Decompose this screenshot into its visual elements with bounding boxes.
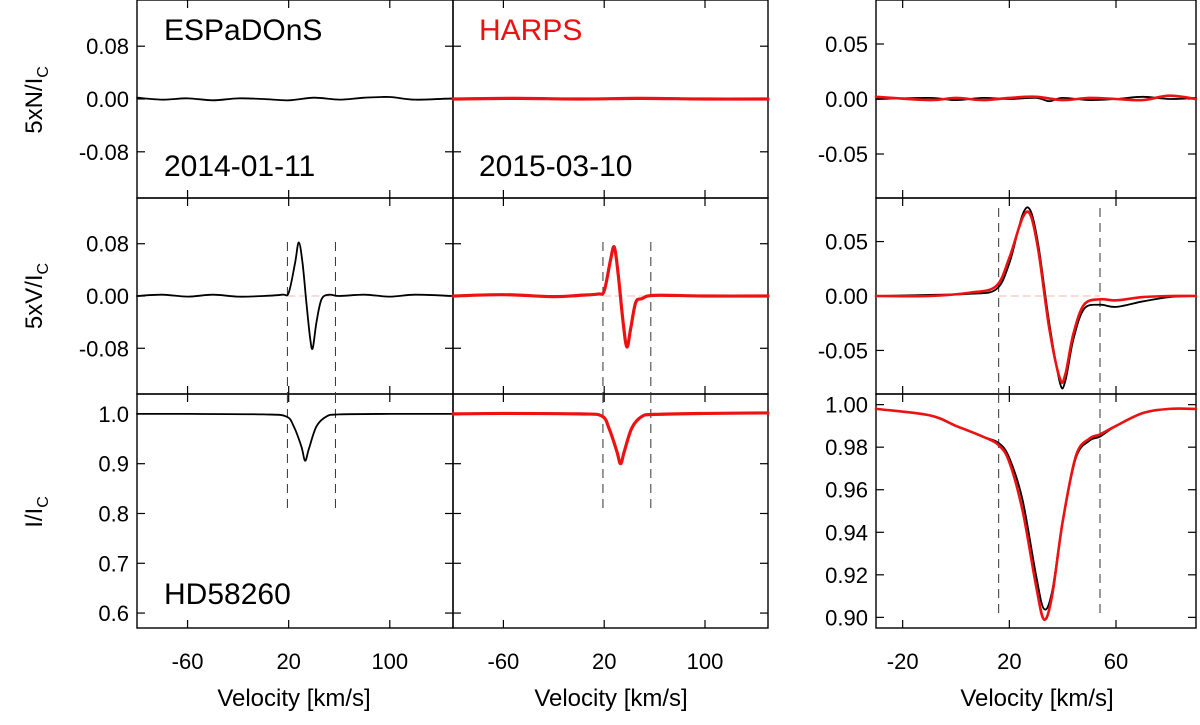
ytick-label-left-v: 0.00: [86, 284, 129, 309]
xtick-label-right: 60: [1104, 649, 1128, 674]
ytick-label-right-i: 0.90: [825, 605, 868, 630]
xlabel-right: Velocity [km/s]: [960, 685, 1113, 712]
panel-frames: [136, 0, 1197, 629]
instrument-harps: HARPS: [479, 14, 582, 47]
star-name: HD58260: [164, 578, 291, 611]
instrument-espadons: ESPaDOnS: [164, 14, 322, 47]
ylabel-v-sub: C: [35, 263, 52, 275]
axis-ticks: 0.08 0.00 -0.08 0.08 0.00 -0.08 1.0 0.9 0.8 0.7 0.…: [79, 0, 1196, 674]
xtick-label-left: 100: [371, 649, 408, 674]
frame-right-i: [875, 393, 1197, 629]
series-espadons-v-left: [136, 241, 454, 350]
ytick-label-left-i: 0.6: [98, 601, 129, 626]
ylabel-i-sub: C: [35, 496, 52, 508]
ylabel-n-sub: C: [35, 66, 52, 78]
frame-middle-i: [452, 393, 769, 629]
series-espadons-n-left: [136, 96, 454, 102]
xlabel-middle: Velocity [km/s]: [534, 685, 687, 712]
xtick-label-middle: -60: [488, 649, 520, 674]
ytick-label-left-i: 1.0: [98, 402, 129, 427]
ylabel-n: 5xN/IC: [21, 66, 52, 134]
ytick-label-right-n: 0.05: [825, 32, 868, 57]
ylabel-i-main: I/I: [21, 508, 48, 528]
ytick-label-right-i: 0.96: [825, 478, 868, 503]
series-harps-n-right: [874, 94, 1198, 102]
ytick-label-right-n: 0.00: [825, 87, 868, 112]
ylabel-n-main: 5xN/I: [21, 78, 48, 134]
ytick-label-left-n: 0.00: [86, 87, 129, 112]
ylabel-i: I/IC: [21, 496, 52, 528]
ylabel-v-main: 5xV/I: [21, 274, 48, 329]
ytick-label-left-n: 0.08: [86, 34, 129, 59]
ylabel-v: 5xV/IC: [21, 263, 52, 329]
series-espadons-n-right: [875, 95, 1197, 103]
ytick-label-left-v: 0.08: [86, 232, 129, 257]
series-espadons-i-left: [136, 412, 454, 462]
series-harps-i-middle: [451, 411, 770, 466]
series-harps-i-right: [874, 407, 1198, 621]
ytick-label-right-i: 0.94: [825, 520, 868, 545]
xtick-label-left: -60: [172, 649, 204, 674]
xtick-label-left: 20: [276, 649, 300, 674]
ytick-label-right-v: 0.05: [825, 230, 868, 255]
xtick-label-middle: 20: [592, 649, 616, 674]
series-harps-v-right: [874, 210, 1198, 384]
ytick-label-left-n: -0.08: [79, 140, 129, 165]
ytick-label-left-i: 0.8: [98, 501, 129, 526]
ytick-label-right-n: -0.05: [818, 142, 868, 167]
ytick-label-right-i: 0.98: [825, 435, 868, 460]
xtick-label-right: 20: [997, 649, 1021, 674]
ytick-label-right-v: 0.00: [825, 284, 868, 309]
ytick-label-right-i: 0.92: [825, 563, 868, 588]
series-harps-v-middle: [451, 245, 770, 349]
ytick-label-left-i: 0.9: [98, 452, 129, 477]
xtick-label-middle: 100: [687, 649, 724, 674]
xlabel-left: Velocity [km/s]: [217, 685, 370, 712]
ytick-label-right-v: -0.05: [818, 338, 868, 363]
date-espadons: 2014-01-11: [164, 150, 315, 183]
data-marks: [136, 94, 1198, 621]
xtick-label-right: -20: [887, 649, 919, 674]
ytick-label-left-v: -0.08: [79, 336, 129, 361]
series-harps-n-middle: [451, 96, 770, 101]
date-harps: 2015-03-10: [479, 150, 632, 183]
ytick-label-left-i: 0.7: [98, 551, 129, 576]
ytick-label-right-i: 1.00: [825, 393, 868, 418]
